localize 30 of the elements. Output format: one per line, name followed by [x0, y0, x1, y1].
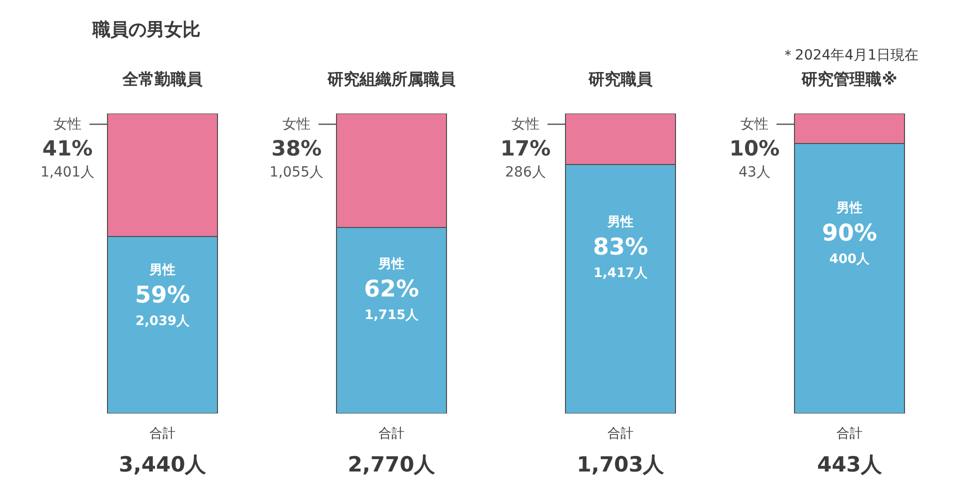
- x-tick-label: 全常勤職員: [122, 70, 204, 88]
- text: 男性: [378, 257, 404, 272]
- x-tick-label: 研究管理職※: [800, 70, 898, 88]
- data-label: 59% 2,039人: [134, 282, 191, 329]
- x-tick-label: 研究職員: [588, 70, 654, 88]
- series-label: 男性: [148, 263, 176, 278]
- chart-title: 職員の男女比: [92, 20, 200, 40]
- series-label: 女性: [54, 116, 82, 132]
- text: 合計: [608, 426, 634, 442]
- data-label: 17% 286人: [500, 136, 551, 180]
- x-tick-label: 研究組織所属職員: [326, 70, 456, 88]
- text: 3,440人: [118, 452, 208, 476]
- text: ＊2024年4月1日現在: [781, 48, 919, 64]
- text: 2,770人: [348, 452, 436, 476]
- data-label: 38% 1,055人: [269, 136, 324, 180]
- text: 合計: [836, 426, 862, 442]
- text: 443人: [817, 452, 883, 476]
- text: 女性: [740, 116, 768, 132]
- text: 女性: [282, 116, 310, 132]
- text: 男性: [836, 201, 862, 216]
- data-label: 10% 43人: [729, 136, 780, 180]
- data-label: 41% 1,401人: [40, 136, 95, 180]
- text: 男性: [608, 215, 634, 230]
- text: 合計: [150, 426, 176, 442]
- data-label: 90% 400人: [822, 220, 878, 267]
- data-label: 83% 1,417人: [592, 234, 649, 281]
- text: 合計: [378, 426, 404, 442]
- text: 1,703人: [576, 452, 666, 476]
- data-label: 62% 1,715人: [364, 276, 420, 323]
- text: 女性: [512, 116, 540, 132]
